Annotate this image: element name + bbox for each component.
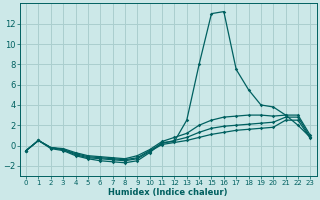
X-axis label: Humidex (Indice chaleur): Humidex (Indice chaleur): [108, 188, 228, 197]
